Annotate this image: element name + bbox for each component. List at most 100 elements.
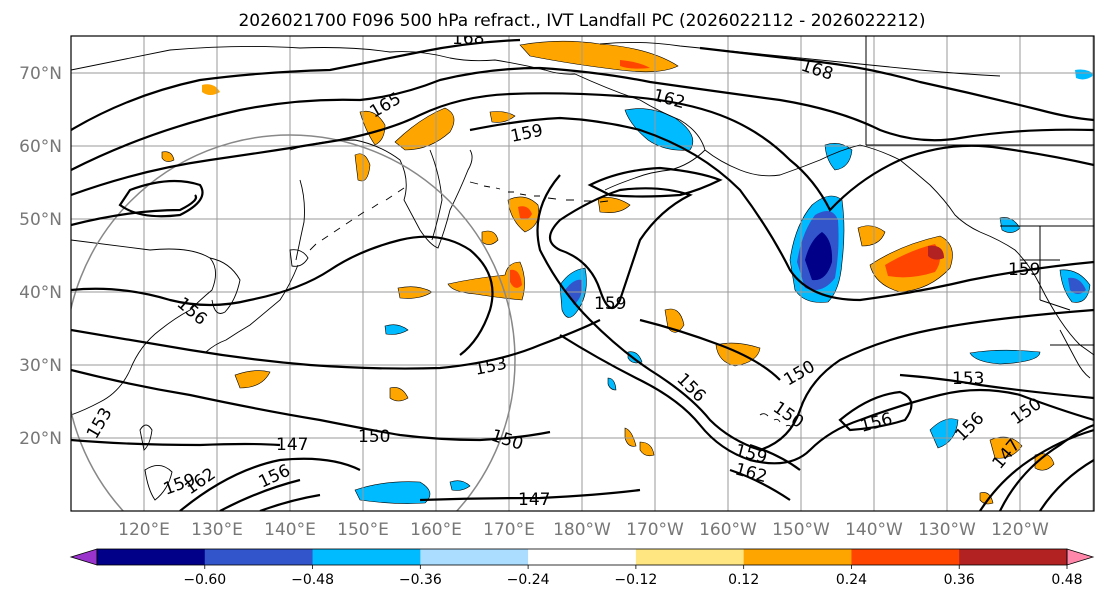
colorbar-segment bbox=[420, 549, 529, 565]
colorbar-segment bbox=[635, 549, 745, 565]
contour-line-159 bbox=[71, 116, 1094, 302]
lon-label-140e: 140°E bbox=[264, 520, 316, 540]
lat-label-40n: 40°N bbox=[19, 283, 62, 303]
colorbar-tick-label: −0.60 bbox=[183, 572, 226, 588]
coastline-korea bbox=[209, 257, 241, 314]
lat-label-50n: 50°N bbox=[19, 210, 62, 230]
colorbar-segment bbox=[204, 549, 314, 565]
anomaly-patch bbox=[384, 324, 409, 335]
lon-label-130w: 130°W bbox=[918, 520, 976, 540]
colorbar-segment bbox=[959, 549, 1068, 565]
contour-label-147-south: 147 bbox=[518, 490, 550, 510]
lon-label-120e: 120°E bbox=[118, 520, 170, 540]
anomaly-patch bbox=[161, 151, 175, 162]
coastline-okhotsk bbox=[289, 139, 473, 249]
colorbar-extend-low bbox=[69, 548, 98, 566]
contour-line-165 bbox=[71, 66, 1094, 171]
contour-line-alaska-loop bbox=[587, 166, 723, 198]
map-title: 2026021700 F096 500 hPa refract., IVT La… bbox=[238, 11, 925, 31]
contour-line-162 bbox=[71, 92, 1094, 212]
anomaly-patch bbox=[234, 370, 271, 389]
anomaly-patch bbox=[1068, 277, 1086, 294]
contour-label-150-c: 150 bbox=[358, 427, 390, 447]
anomaly-patch bbox=[805, 232, 833, 281]
colorbar-segment bbox=[312, 549, 421, 565]
anomaly-patch bbox=[1075, 69, 1094, 80]
anomaly-patch bbox=[989, 436, 1023, 459]
contour-line-159-central bbox=[548, 187, 693, 310]
anomaly-patch bbox=[389, 387, 409, 402]
coastline-hokkaido bbox=[289, 249, 309, 267]
colorbar-tick-label: 0.24 bbox=[836, 572, 867, 588]
colorbar-tick-label: 0.48 bbox=[1051, 572, 1082, 588]
anomaly-patch bbox=[354, 481, 431, 504]
negative-anomaly-shading bbox=[354, 69, 1094, 504]
lat-label-30n: 30°N bbox=[19, 356, 62, 376]
contour-line-east-hook bbox=[999, 423, 1094, 511]
anomaly-patch bbox=[1034, 453, 1055, 471]
latitude-labels: 70°N 60°N 50°N 40°N 30°N 20°N bbox=[19, 64, 62, 449]
anomaly-patch bbox=[664, 308, 685, 333]
contour-label-168-north: 168 bbox=[452, 29, 484, 49]
coastline-kamchatka bbox=[429, 149, 443, 241]
lon-label-180w: 180°W bbox=[553, 520, 611, 540]
contour-line-168 bbox=[71, 38, 1094, 131]
anomaly-patch bbox=[929, 418, 959, 449]
coastline-sakhalin bbox=[295, 179, 305, 261]
anomaly-patch bbox=[449, 480, 471, 491]
anomaly-patch bbox=[885, 244, 940, 278]
lon-label-150e: 150°E bbox=[337, 520, 389, 540]
gridlines bbox=[71, 36, 1094, 511]
lon-label-160e: 160°E bbox=[410, 520, 462, 540]
anomaly-patch bbox=[447, 261, 525, 301]
lon-label-120w: 120°W bbox=[991, 520, 1049, 540]
anomaly-patch bbox=[969, 349, 1041, 365]
colorbar-tick-label: 0.36 bbox=[944, 572, 975, 588]
lat-label-70n: 70°N bbox=[19, 64, 62, 84]
lon-label-150w: 150°W bbox=[772, 520, 830, 540]
contour-label-147-west: 147 bbox=[276, 435, 308, 455]
lon-label-130e: 130°E bbox=[191, 520, 243, 540]
anomaly-patch bbox=[627, 351, 643, 364]
lon-label-160w: 160°W bbox=[699, 520, 757, 540]
range-circle bbox=[71, 134, 516, 511]
colorbar-segment bbox=[851, 549, 960, 565]
lon-label-140w: 140°W bbox=[845, 520, 903, 540]
contour-line-south bbox=[179, 443, 801, 511]
colorbar-segment bbox=[528, 549, 637, 565]
colorbar-segments bbox=[69, 548, 1095, 566]
anomaly-patch bbox=[607, 377, 617, 391]
anomaly-patch bbox=[359, 111, 386, 146]
coastline-korea-china bbox=[71, 239, 216, 416]
coastline-east-asia bbox=[71, 45, 576, 75]
contour-line-150 bbox=[71, 334, 1094, 465]
anomaly-patch bbox=[510, 269, 522, 288]
coastline-taiwan bbox=[139, 424, 153, 451]
anomaly-patch bbox=[481, 230, 499, 245]
anomaly-patch bbox=[857, 225, 886, 247]
coastline-alaska bbox=[574, 73, 981, 233]
height-contours bbox=[71, 38, 1094, 511]
colorbar: −0.60 −0.48 −0.36 −0.24 −0.12 0.12 0.24 0.36 0.4… bbox=[69, 548, 1095, 588]
coastlines bbox=[71, 41, 1094, 501]
lat-label-60n: 60°N bbox=[19, 137, 62, 157]
lon-label-170w: 170°W bbox=[626, 520, 684, 540]
anomaly-patch bbox=[624, 427, 637, 447]
anomaly-patch bbox=[979, 492, 994, 505]
contour-label-159-east: 159 bbox=[1008, 260, 1040, 280]
anomaly-patch bbox=[624, 108, 694, 151]
map-area: 168 168 165 162 159 159 159 156 153 153 … bbox=[71, 29, 1094, 511]
contour-line-east-loop bbox=[838, 390, 913, 432]
colorbar-tick-label: 0.12 bbox=[728, 572, 759, 588]
contour-label-153-east: 153 bbox=[952, 369, 984, 389]
anomaly-patch bbox=[518, 206, 532, 220]
lon-label-170e: 170°E bbox=[483, 520, 535, 540]
lat-label-20n: 20°N bbox=[19, 429, 62, 449]
colorbar-tick-label: −0.12 bbox=[614, 572, 657, 588]
colorbar-tick-label: −0.48 bbox=[291, 572, 334, 588]
anomaly-patch bbox=[824, 143, 853, 171]
coastline-alaska-north bbox=[599, 41, 1001, 77]
border-us-states bbox=[1020, 226, 1071, 311]
aleutian-islands bbox=[469, 181, 609, 203]
